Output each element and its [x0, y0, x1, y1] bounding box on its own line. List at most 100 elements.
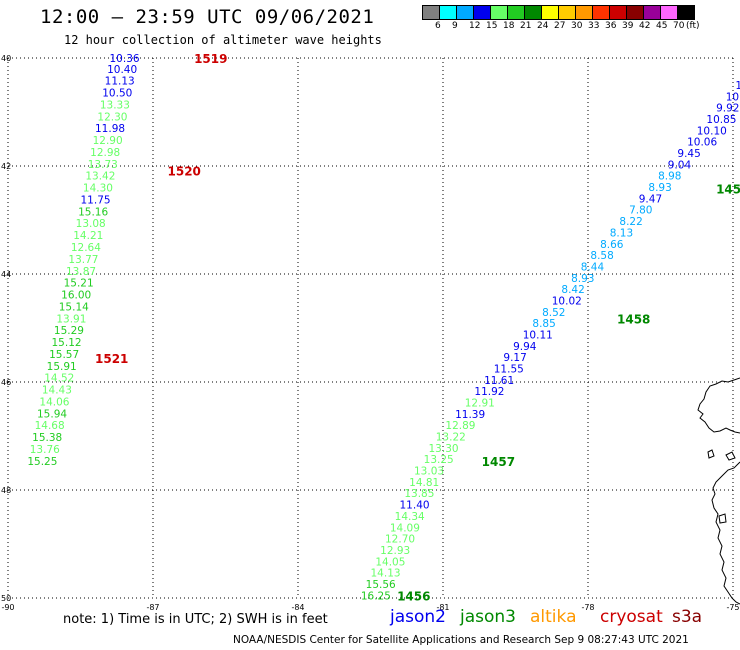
- legend-swatch: [507, 5, 525, 20]
- satellite-label-jason2: jason2: [390, 607, 446, 627]
- wave-height-value: 13.25: [424, 454, 454, 466]
- lat-tick-label: 48: [1, 486, 11, 495]
- wave-height-value: 14.68: [35, 420, 65, 432]
- wave-height-value: 10.10: [697, 125, 727, 137]
- wave-height-value: 12.64: [71, 242, 101, 254]
- legend-tick-label: 9: [452, 21, 458, 31]
- legend-swatch: [422, 5, 440, 20]
- wave-height-value: 14.52: [44, 373, 74, 385]
- lon-tick-label: -84: [291, 603, 304, 612]
- wave-height-value: 8.13: [610, 227, 633, 239]
- wave-height-value: 11.40: [400, 500, 430, 512]
- wave-height-value: 16.25: [361, 590, 391, 602]
- satellite-label-s3a: s3a: [672, 607, 703, 627]
- color-legend: [422, 5, 695, 20]
- pass-time-label: 1521: [95, 352, 128, 366]
- legend-tick-label: 45: [656, 21, 668, 31]
- legend-unit: (ft): [686, 21, 700, 31]
- satellite-label-jason3: jason3: [460, 607, 516, 627]
- legend-swatch: [439, 5, 457, 20]
- wave-height-value: 14.06: [39, 396, 69, 408]
- legend-swatch: [456, 5, 474, 20]
- wave-height-value: 9.17: [503, 352, 526, 364]
- track-cryosat: 10.3610.4011.1310.5013.3312.3011.9812.90…: [27, 52, 227, 468]
- wave-height-value: 8.44: [581, 261, 605, 273]
- wave-height-value: 16.00: [61, 290, 91, 302]
- wave-height-value: 8.52: [542, 307, 565, 319]
- wave-height-value: 12.98: [90, 147, 120, 159]
- track-jason3: 16.2515.5614.1314.0512.9312.7014.0914.34…: [361, 80, 740, 603]
- coastline-islands: [707, 449, 736, 524]
- wave-height-value: 8.66: [600, 239, 624, 251]
- wave-height-value: 10.56: [735, 80, 740, 92]
- wave-height-value: 14.13: [371, 568, 401, 580]
- lat-tick-label: 42: [1, 162, 11, 171]
- legend-swatch: [592, 5, 610, 20]
- footer-note: note: 1) Time is in UTC; 2) SWH is in fe…: [63, 612, 328, 627]
- wave-height-value: 8.42: [561, 284, 584, 296]
- pass-time-label: 1520: [168, 164, 201, 178]
- wave-height-value: 9.04: [668, 159, 692, 171]
- coastline-upper: [697, 377, 740, 434]
- lat-tick-label: 44: [1, 270, 11, 279]
- wave-height-value: 8.98: [658, 171, 681, 183]
- legend-tick-label: 33: [588, 21, 600, 31]
- wave-height-value: 8.93: [571, 273, 594, 285]
- wave-height-value: 9.45: [677, 148, 700, 160]
- lat-lon-grid: [7, 57, 734, 599]
- legend-swatch: [609, 5, 627, 20]
- map-title: 12:00 – 23:59 UTC 09/06/2021: [40, 6, 375, 28]
- legend-swatch: [626, 5, 644, 20]
- wave-height-value: 13.03: [414, 466, 444, 478]
- legend-tick-label: 21: [520, 21, 532, 31]
- wave-height-value: 11.92: [474, 386, 504, 398]
- wave-height-value: 15.38: [32, 432, 62, 444]
- wave-height-value: 10.06: [687, 137, 717, 149]
- satellite-label-altika: altika: [530, 607, 577, 627]
- lon-tick-label: -81: [436, 603, 449, 612]
- wave-height-value: 15.91: [47, 361, 77, 373]
- pass-time-label: 145: [716, 183, 740, 197]
- pass-time-label: 1458: [617, 312, 650, 326]
- legend-tick-label: 15: [486, 21, 498, 31]
- wave-height-value: 11.39: [455, 409, 485, 421]
- lon-tick-label: -87: [146, 603, 159, 612]
- wave-height-value: 15.94: [37, 408, 67, 420]
- wave-height-value: 8.93: [648, 182, 671, 194]
- wave-height-value: 14.05: [375, 556, 405, 568]
- wave-height-value: 10.11: [523, 329, 553, 341]
- wave-height-value: 11.13: [105, 76, 135, 88]
- lat-tick-label: 46: [1, 378, 11, 387]
- pass-time-label: 1457: [482, 455, 515, 469]
- legend-swatch: [677, 5, 695, 20]
- legend-swatch: [575, 5, 593, 20]
- wave-height-value: 7.80: [629, 205, 652, 217]
- wave-height-value: 15.29: [54, 325, 84, 337]
- wave-height-value: 15.25: [27, 456, 57, 468]
- wave-height-value: 13.08: [76, 218, 106, 230]
- wave-height-value: 11.61: [484, 375, 514, 387]
- color-legend-labels: 6 9 12 15 18 21 24 27 30 33 36 39 42 45 70 (ft): [422, 21, 740, 35]
- wave-height-value: 10.85: [706, 114, 736, 126]
- lon-tick-label: -78: [581, 603, 594, 612]
- wave-height-value: 14.34: [395, 511, 425, 523]
- wave-height-value: 13.77: [68, 254, 98, 266]
- wave-height-value: 10.36: [110, 53, 140, 65]
- footer-credit: NOAA/NESDIS Center for Satellite Applica…: [233, 634, 689, 646]
- coastline: [697, 377, 740, 605]
- wave-height-value: 14.21: [73, 230, 103, 242]
- wave-height-value: 12.89: [445, 420, 475, 432]
- pass-time-label: 1519: [194, 52, 227, 66]
- wave-height-value: 9.47: [639, 193, 662, 205]
- legend-swatch: [473, 5, 491, 20]
- wave-height-value: 12.93: [380, 545, 410, 557]
- wave-height-value: 15.14: [59, 301, 89, 313]
- wave-height-value: 10.02: [552, 295, 582, 307]
- legend-swatch: [524, 5, 542, 20]
- axis-labels: 40 42 44 46 48 50-90 -87 -84 -81 -78 -75: [1, 54, 740, 612]
- wave-height-value: 14.30: [83, 183, 113, 195]
- wave-height-value: 12.91: [465, 398, 495, 410]
- wave-height-value: 14.09: [390, 522, 420, 534]
- wave-height-value: 8.58: [590, 250, 613, 262]
